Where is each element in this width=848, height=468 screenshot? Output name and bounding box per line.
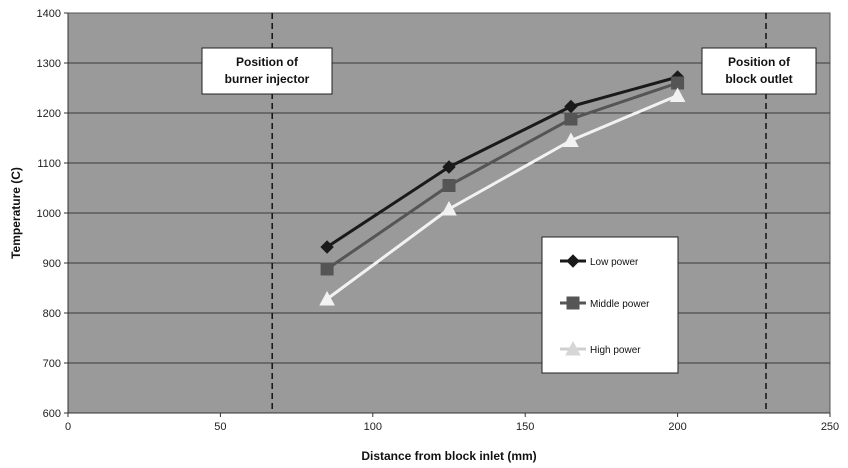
x-tick-label-200: 200 xyxy=(668,421,686,433)
legend-label-1: Low power xyxy=(590,257,639,268)
x-tick-label-150: 150 xyxy=(516,421,534,433)
legend-swatch-marker-3 xyxy=(565,340,581,356)
series-3-point-3 xyxy=(563,132,579,147)
y-axis-title: Temperature (C) xyxy=(9,167,23,259)
series-2-point-2 xyxy=(442,179,456,192)
series-2-point-1 xyxy=(320,262,334,276)
legend-swatch-marker-1 xyxy=(566,254,580,268)
annotation-label-2-line-1: Position of xyxy=(728,55,791,69)
legend-swatch-marker-2 xyxy=(566,296,580,310)
y-tick-label-1300: 1300 xyxy=(37,58,61,70)
series-1-point-1 xyxy=(320,240,334,254)
annotation-box-2 xyxy=(701,47,817,95)
annotation-label-2-line-2: block outlet xyxy=(725,72,792,86)
x-tick-label-0: 0 xyxy=(65,421,71,433)
series-line-2 xyxy=(326,81,679,271)
x-axis-title: Distance from block inlet (mm) xyxy=(361,449,536,463)
y-tick-label-1200: 1200 xyxy=(37,108,61,120)
x-tick-label-50: 50 xyxy=(214,421,226,433)
y-tick-label-600: 600 xyxy=(43,408,61,420)
series-3-point-1 xyxy=(319,290,335,306)
series-1-point-2 xyxy=(442,160,456,174)
series-line-1 xyxy=(326,75,678,249)
y-tick-label-800: 800 xyxy=(43,308,61,320)
x-tick-label-250: 250 xyxy=(821,421,839,433)
series-line-3 xyxy=(326,94,679,301)
y-tick-label-900: 900 xyxy=(43,258,61,270)
y-tick-label-1400: 1400 xyxy=(37,8,61,20)
x-tick-label-100: 100 xyxy=(364,421,382,433)
legend-label-3: High power xyxy=(590,345,641,356)
annotation-box-1 xyxy=(201,47,333,95)
y-tick-label-1100: 1100 xyxy=(37,158,61,170)
y-tick-label-700: 700 xyxy=(43,358,61,370)
y-tick-label-1000: 1000 xyxy=(37,208,61,220)
series-3-point-2 xyxy=(441,200,457,216)
series-2-point-4 xyxy=(671,76,685,90)
annotation-label-1-line-2: burner injector xyxy=(225,72,310,86)
series-3-point-4 xyxy=(669,87,686,102)
legend-label-2: Middle power xyxy=(590,299,650,310)
annotation-label-1-line-1: Position of xyxy=(236,55,299,69)
series-2-point-3 xyxy=(564,112,578,126)
